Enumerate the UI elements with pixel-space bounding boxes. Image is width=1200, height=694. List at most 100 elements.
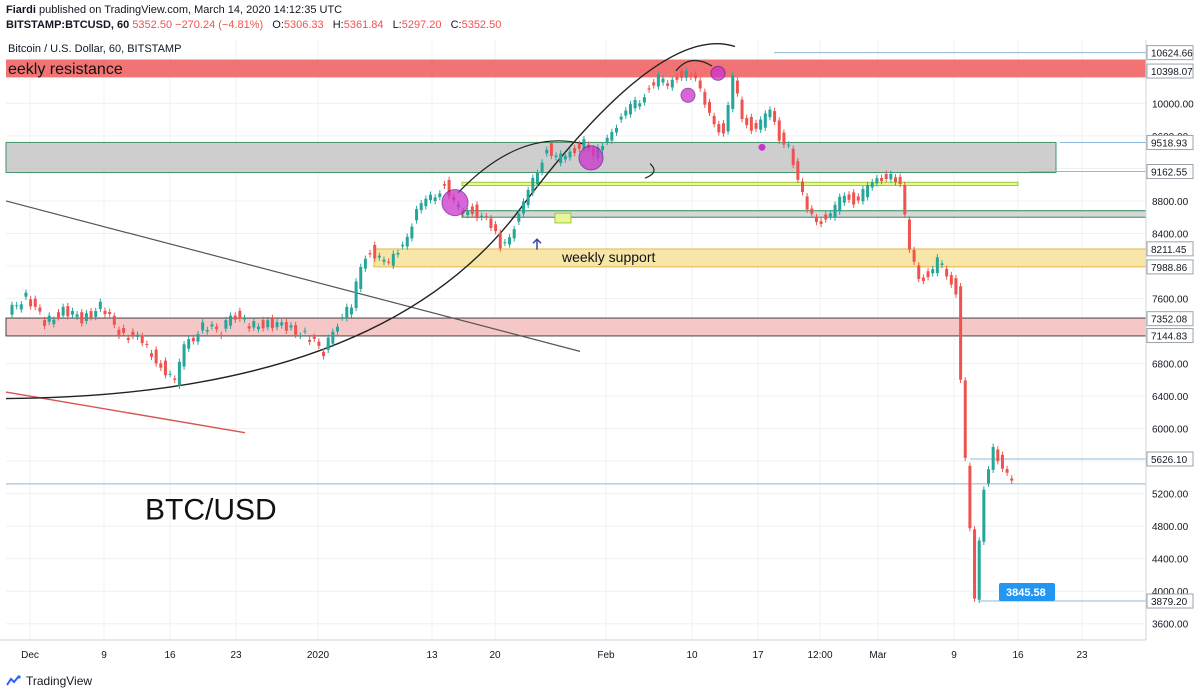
- candle-body: [401, 244, 405, 247]
- x-tick-label: 17: [752, 650, 764, 661]
- weekly-support-label: weekly support: [561, 249, 655, 265]
- candle-body: [205, 330, 209, 332]
- candle-body: [945, 268, 949, 277]
- candle-body: [875, 178, 879, 184]
- candle-body: [57, 312, 60, 318]
- x-tick-label: 13: [426, 650, 438, 661]
- candle-body: [336, 326, 339, 332]
- price-chart[interactable]: eekly resistance weekly support Bitcoin / …: [0, 40, 1200, 670]
- x-tick-label: 9: [101, 650, 107, 661]
- x-tick-label: 2020: [307, 650, 330, 661]
- candle-body: [210, 324, 214, 327]
- candle-body: [363, 258, 367, 269]
- candle-body: [787, 144, 791, 146]
- y-tick-label: 6000.00: [1152, 425, 1189, 436]
- low-label: L:: [392, 19, 402, 31]
- candle-body: [931, 268, 935, 274]
- candle-body: [84, 313, 88, 321]
- price-level-box: [1146, 63, 1194, 79]
- candle-body: [977, 540, 981, 600]
- y-tick-label: 4000.00: [1152, 587, 1189, 598]
- candle-body: [782, 132, 786, 145]
- candle-body: [1005, 469, 1009, 473]
- current-price-badge: [999, 583, 1055, 602]
- highlight-circle-marker: [441, 189, 469, 217]
- candle-body: [29, 299, 33, 307]
- candle-body: [10, 304, 14, 315]
- candle-body: [647, 88, 651, 90]
- candle-body: [619, 116, 623, 120]
- candle-body: [568, 151, 572, 158]
- candle-body: [354, 281, 358, 309]
- candle-body: [317, 341, 321, 346]
- candle-body: [894, 177, 897, 183]
- candle-body: [187, 339, 191, 349]
- candle-body: [903, 184, 907, 215]
- author-name[interactable]: Fiardi: [6, 4, 36, 16]
- candle-body: [712, 115, 716, 125]
- y-tick-label: 6400.00: [1152, 392, 1189, 403]
- candle-body: [917, 265, 921, 280]
- candle-body: [689, 75, 693, 77]
- price-level-box: [1146, 593, 1194, 609]
- candle-body: [624, 110, 628, 116]
- candle-body: [973, 529, 977, 599]
- candle-body: [540, 162, 544, 173]
- price-level-label: 9518.93: [1151, 139, 1188, 150]
- candle-body: [801, 181, 804, 193]
- candle-body: [582, 139, 586, 149]
- candle-body: [503, 242, 507, 244]
- candle-body: [703, 91, 707, 105]
- candle-body: [912, 249, 916, 262]
- candle-body: [308, 339, 312, 342]
- candle-body: [312, 336, 316, 339]
- weekly-resistance-zone: [6, 59, 1146, 78]
- candle-body: [396, 252, 400, 255]
- price-level-label: 7988.86: [1151, 263, 1188, 274]
- high-label: H:: [332, 19, 344, 31]
- candle-body: [256, 326, 260, 330]
- y-tick-label: 4800.00: [1152, 522, 1189, 533]
- candle-body: [810, 208, 814, 214]
- candle-body: [168, 373, 172, 375]
- close-label: C:: [450, 19, 462, 31]
- candle-body: [824, 214, 828, 220]
- candle-body: [842, 195, 846, 203]
- candle-body: [377, 255, 381, 258]
- candle-body: [424, 198, 428, 207]
- candle-body: [24, 292, 28, 297]
- candle-body: [470, 206, 474, 214]
- candle-body: [749, 116, 753, 131]
- chart-footer: TradingView: [0, 670, 1200, 694]
- candle-body: [852, 192, 856, 205]
- candle-body: [819, 221, 823, 225]
- x-tick-label: 9: [951, 650, 957, 661]
- candle-body: [419, 203, 423, 211]
- candle-body: [196, 334, 200, 342]
- candle-body: [233, 315, 237, 320]
- x-tick-label: 10: [686, 650, 698, 661]
- candle-body: [777, 120, 781, 141]
- price-level-box: [1146, 328, 1194, 344]
- candle-body: [433, 197, 437, 202]
- price-level-box: [1146, 164, 1194, 179]
- candle-body: [410, 226, 414, 239]
- candle-body: [405, 236, 409, 247]
- candle-body: [224, 320, 228, 329]
- candle-body: [131, 331, 135, 337]
- candle-body: [261, 320, 265, 329]
- candle-body: [150, 353, 153, 357]
- candle-body: [266, 320, 270, 328]
- x-tick-label: 23: [230, 650, 242, 661]
- tradingview-logo[interactable]: TradingView: [6, 674, 92, 688]
- candle-body: [270, 318, 274, 329]
- candle-body: [601, 146, 605, 151]
- candle-body: [526, 190, 530, 206]
- candle-body: [954, 278, 958, 295]
- candle-body: [173, 378, 177, 380]
- price-level-label: 10624.66: [1151, 49, 1193, 60]
- candle-body: [535, 172, 539, 185]
- candle-body: [52, 319, 56, 325]
- candle-body: [373, 244, 377, 259]
- publish-text: published on TradingView.com, March 14, …: [39, 4, 343, 16]
